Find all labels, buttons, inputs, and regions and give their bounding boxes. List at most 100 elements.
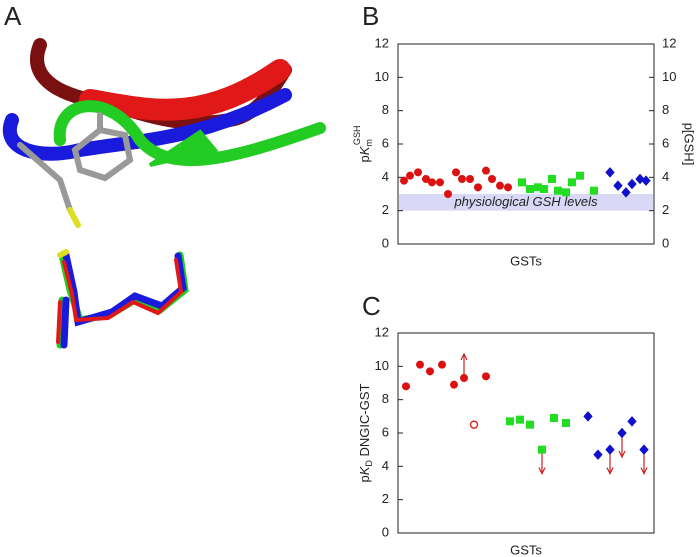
square-marker: [562, 419, 570, 427]
ribbon-arrow: [148, 129, 219, 167]
y-label-part: K: [357, 465, 372, 475]
circle-marker: [438, 360, 446, 369]
panel-label: A: [4, 1, 22, 31]
square-marker: [548, 175, 556, 183]
ribbon: [79, 59, 291, 121]
diamond-marker: [605, 444, 615, 455]
diamond-marker: [617, 427, 627, 439]
circle-marker: [436, 178, 444, 187]
band: [399, 194, 653, 211]
y-tick-label: 0: [382, 524, 389, 539]
y-tick-label: 6: [382, 424, 389, 439]
ligand: [60, 251, 187, 349]
diamond-marker: [593, 449, 603, 460]
square-marker: [568, 178, 576, 187]
y-tick-label: 8: [382, 102, 389, 117]
diamond-marker: [627, 178, 637, 190]
circle-marker: [406, 171, 414, 180]
y-tick-label: 2: [382, 491, 389, 506]
y-label-part: p: [357, 155, 372, 162]
circle-marker: [428, 178, 436, 187]
y-tick-label: 4: [382, 458, 389, 473]
y-tick-label: 4: [382, 169, 389, 184]
y-label-part: p: [357, 475, 372, 482]
circle-marker: [482, 372, 490, 381]
ligand: [17, 112, 134, 213]
y-tick-label: 12: [375, 35, 389, 50]
circle-marker: [416, 360, 424, 369]
diamond-marker: [641, 175, 651, 186]
square-marker: [516, 415, 524, 424]
circle-marker: [452, 168, 460, 177]
y-label-sup: GSH: [352, 126, 362, 146]
plot-frame: [397, 332, 655, 534]
y-axis-label: pKmGSH: [352, 126, 374, 163]
diamond-marker: [605, 167, 615, 178]
limit-arrow-head: [538, 467, 546, 476]
y2-tick-label: 0: [662, 235, 669, 250]
square-marker: [538, 445, 546, 454]
panel-label: C: [362, 291, 381, 321]
circle-marker: [496, 181, 504, 190]
circle-marker: [414, 168, 422, 177]
ribbon: [53, 100, 326, 167]
y-tick-label: 0: [382, 235, 389, 250]
y2-axis-label: p[GSH]: [682, 123, 697, 166]
diamond-marker: [627, 416, 637, 427]
circle-marker: [426, 367, 434, 376]
ligand: [56, 258, 184, 344]
band-label: physiological GSH levels: [453, 194, 598, 209]
circle-marker: [450, 380, 458, 389]
diamond-marker: [583, 411, 593, 422]
x-axis-label: GSTs: [510, 542, 542, 557]
circle-marker: [482, 166, 490, 175]
circle-marker: [474, 183, 482, 192]
plot-frame: [397, 43, 655, 245]
limit-arrow-head: [640, 467, 648, 476]
y-tick-label: 12: [375, 324, 389, 339]
y2-tick-label: 8: [662, 102, 669, 117]
diamond-marker: [621, 187, 631, 198]
square-marker: [562, 188, 570, 197]
circle-marker: [469, 420, 479, 429]
circle-marker: [466, 175, 474, 183]
panel-a-structure: [2, 38, 326, 349]
circle-marker: [460, 374, 468, 382]
y-tick-label: 10: [375, 69, 389, 84]
y-label-sub: m: [364, 139, 374, 147]
y-label-part: DNGIC-GST: [357, 383, 372, 460]
ligand: [57, 249, 69, 258]
diamond-marker: [639, 444, 649, 455]
y-tick-label: 2: [382, 202, 389, 217]
square-marker: [590, 186, 598, 195]
y-tick-label: 6: [382, 135, 389, 150]
y2-tick-label: 10: [662, 69, 676, 84]
y2-tick-label: 2: [662, 202, 669, 217]
square-marker: [576, 171, 584, 180]
y2-tick-label: 6: [662, 135, 669, 150]
circle-marker: [422, 175, 430, 183]
circle-marker: [402, 382, 410, 391]
ligand: [67, 207, 81, 228]
circle-marker: [458, 175, 466, 183]
y-axis-label: pKD DNGIC-GST: [357, 383, 374, 482]
y-tick-label: 10: [375, 358, 389, 373]
square-marker: [540, 185, 548, 193]
x-axis-label: GSTs: [510, 253, 542, 268]
y-tick-label: 8: [382, 391, 389, 406]
circle-marker: [488, 175, 496, 183]
diamond-marker: [613, 180, 623, 191]
y2-tick-label: 12: [662, 35, 676, 50]
panel-label: B: [362, 1, 379, 31]
circle-marker: [400, 176, 408, 185]
square-marker: [526, 420, 534, 429]
limit-arrow-head: [606, 467, 614, 476]
y-label-sub: D: [364, 460, 374, 467]
square-marker: [506, 417, 514, 426]
circle-marker: [444, 190, 452, 198]
limit-arrow-head: [460, 352, 468, 361]
y2-tick-label: 4: [662, 169, 669, 184]
y-label-part: K: [357, 145, 372, 155]
circle-marker: [504, 183, 512, 192]
